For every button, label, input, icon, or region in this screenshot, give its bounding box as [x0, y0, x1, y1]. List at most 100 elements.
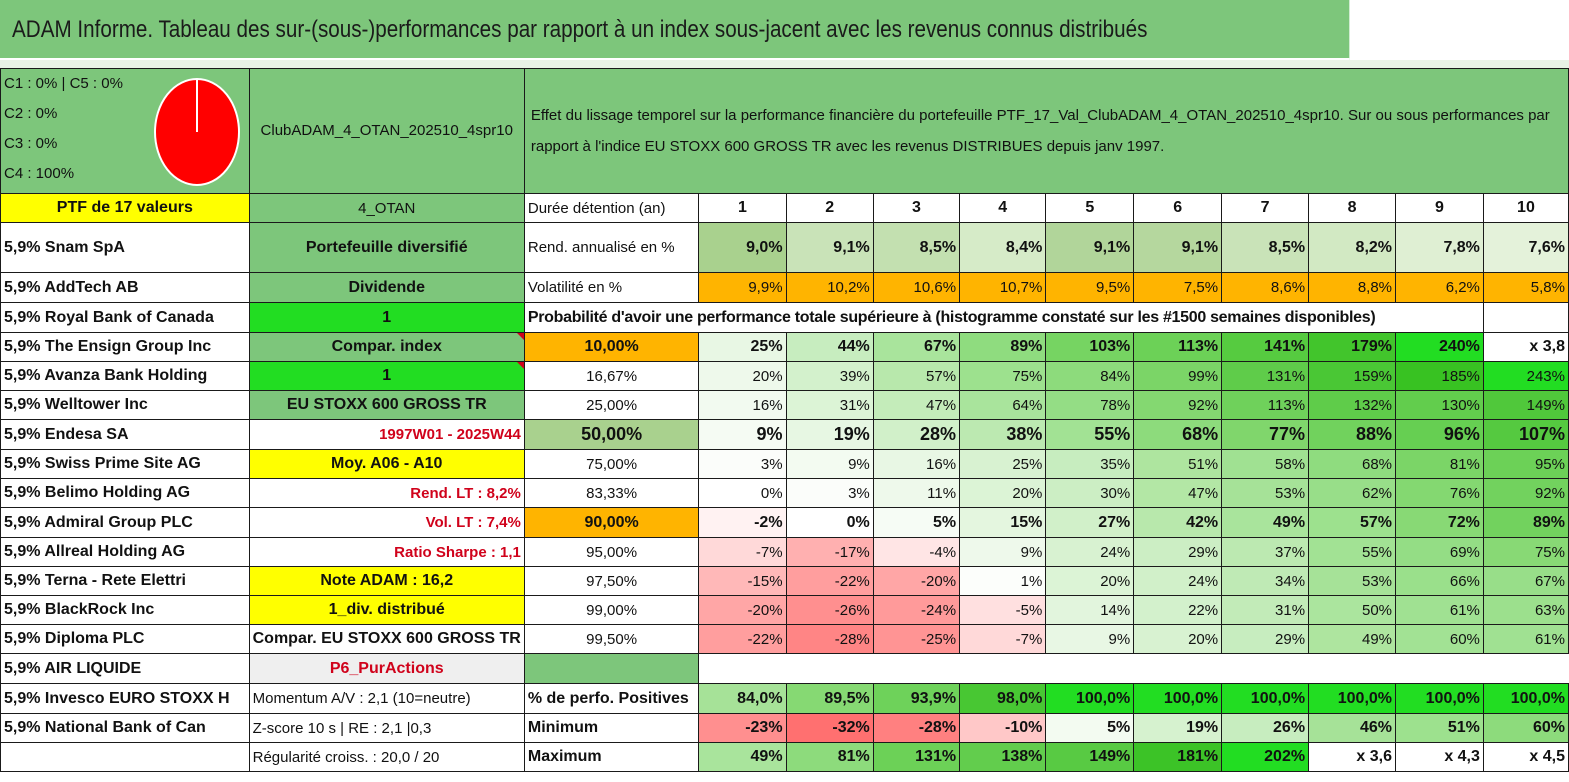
probability-level: 16,67% — [523, 361, 700, 391]
table-row: 5,9% Royal Bank of Canada 1 Probabilité d'… — [0, 302, 1569, 333]
table-row: 5,9% The Ensign Group Inc Compar. index 10… — [0, 332, 1569, 362]
probability-value: 99% — [1133, 361, 1223, 391]
probability-value: 107% — [1482, 419, 1569, 450]
holding-name: 5,9% Belimo Holding AG — [0, 478, 250, 508]
info-cell: Momentum A/V : 2,1 (10=neutre) — [248, 683, 525, 714]
volatilite-label: Volatilité en % — [523, 272, 700, 303]
probability-value: 31% — [785, 390, 874, 420]
probability-value: 44% — [785, 332, 874, 362]
volatilite-value: 10,6% — [872, 272, 961, 303]
table-row: 5,9% AddTech AB Dividende Volatilité en % 9… — [0, 272, 1569, 303]
rendement-value: 9,1% — [1045, 222, 1135, 273]
probability-value: -22% — [698, 624, 787, 654]
table-row: 5,9% Endesa SA 1997W01 - 2025W44 50,00% 9% 1… — [0, 419, 1569, 450]
probability-value: 29% — [1133, 537, 1223, 567]
maximum-value: 181% — [1133, 742, 1223, 772]
empty-cell — [523, 653, 700, 684]
holding-name: 5,9% Diploma PLC — [0, 624, 250, 654]
table-row: 5,9% National Bank of Can Z-score 10 s | … — [0, 713, 1569, 743]
probability-value: 57% — [1308, 507, 1397, 538]
volatilite-value: 6,2% — [1395, 272, 1484, 303]
info-cell: 1 — [248, 302, 525, 333]
probability-value: 51% — [1133, 449, 1223, 479]
probability-value: 30% — [1045, 478, 1135, 508]
rendement-value: 9,1% — [785, 222, 874, 273]
minimum-value: -32% — [785, 713, 874, 743]
probability-value: 22% — [1133, 595, 1223, 625]
probability-value: 88% — [1308, 419, 1397, 450]
info-cell: Vol. LT : 7,4% — [248, 507, 525, 538]
rendement-value: 9,0% — [698, 222, 787, 273]
rendement-value: 7,8% — [1395, 222, 1484, 273]
year-header: 1 — [698, 193, 787, 223]
table-row: C1 : 0% | C5 : 0% C2 : 0% C3 : 0% C4 : 100%… — [0, 68, 1569, 194]
probability-level: 50,00% — [523, 419, 700, 450]
probability-value: 38% — [959, 419, 1047, 450]
year-header: 6 — [1133, 193, 1223, 223]
table-row: 5,9% Snam SpA Portefeuille diversifié Rend… — [0, 222, 1569, 273]
probability-value: -7% — [698, 537, 787, 567]
probability-value: 42% — [1133, 507, 1223, 538]
probability-level: 10,00% — [523, 332, 700, 362]
maximum-value: 81% — [785, 742, 874, 772]
maximum-value: 149% — [1045, 742, 1135, 772]
year-header: 5 — [1045, 193, 1135, 223]
probability-value: 53% — [1221, 478, 1310, 508]
probability-value: x 3,8 — [1482, 332, 1569, 362]
probability-value: -2% — [698, 507, 787, 538]
probability-value: 103% — [1045, 332, 1135, 362]
info-cell: 1997W01 - 2025W44 — [248, 419, 525, 450]
probability-value: -4% — [872, 537, 961, 567]
probability-value: 28% — [872, 419, 961, 450]
maximum-value: 202% — [1221, 742, 1310, 772]
holding-name: 5,9% Terna - Rete Elettri — [0, 566, 250, 596]
probability-value: 16% — [698, 390, 787, 420]
positives-value: 100,0% — [1221, 683, 1310, 714]
probability-value: -7% — [959, 624, 1047, 654]
holding-name: 5,9% BlackRock Inc — [0, 595, 250, 625]
probability-value: 64% — [959, 390, 1047, 420]
probability-value: -26% — [785, 595, 874, 625]
probability-value: 130% — [1395, 390, 1484, 420]
probability-value: 179% — [1308, 332, 1397, 362]
probability-value: 61% — [1395, 595, 1484, 625]
info-cell: Dividende — [248, 272, 525, 303]
table-row: 5,9% Terna - Rete Elettri Note ADAM : 16,… — [0, 566, 1569, 596]
probability-value: 61% — [1482, 624, 1569, 654]
probability-value: 92% — [1133, 390, 1223, 420]
probability-value: 159% — [1308, 361, 1397, 391]
maximum-value: x 4,5 — [1482, 742, 1569, 772]
probability-value: 75% — [1482, 537, 1569, 567]
probability-value: 20% — [1133, 624, 1223, 654]
probability-value: 113% — [1133, 332, 1223, 362]
legend-item: C3 : 0% — [4, 135, 58, 152]
positives-value: 89,5% — [785, 683, 874, 714]
probability-value: 3% — [785, 478, 874, 508]
year-header: 4 — [959, 193, 1047, 223]
ptf-label: PTF de 17 valeurs — [0, 193, 250, 223]
info-cell: Compar. index — [248, 332, 525, 362]
minimum-value: 51% — [1395, 713, 1484, 743]
probability-value: 141% — [1221, 332, 1310, 362]
maximum-label: Maximum — [523, 742, 700, 772]
holding-name: 5,9% Snam SpA — [0, 222, 250, 273]
probability-value: -5% — [959, 595, 1047, 625]
minimum-value: -28% — [872, 713, 961, 743]
year-header: 7 — [1221, 193, 1310, 223]
probability-value: 16% — [872, 449, 961, 479]
legend-item: C4 : 100% — [4, 165, 75, 182]
probability-value: 9% — [1045, 624, 1135, 654]
volatilite-value: 10,7% — [959, 272, 1047, 303]
maximum-value: x 4,3 — [1395, 742, 1484, 772]
minimum-value: 19% — [1133, 713, 1223, 743]
probability-value: 149% — [1482, 390, 1569, 420]
probability-value: 89% — [959, 332, 1047, 362]
volatilite-value: 9,9% — [698, 272, 787, 303]
holding-name: 5,9% National Bank of Can — [0, 713, 250, 743]
year-header: 10 — [1482, 193, 1569, 223]
probability-value: 20% — [1045, 566, 1135, 596]
year-header: 9 — [1395, 193, 1484, 223]
probability-value: 60% — [1395, 624, 1484, 654]
year-header: 3 — [872, 193, 961, 223]
portfolio-description: Effet du lissage temporel sur la perform… — [523, 68, 1569, 194]
